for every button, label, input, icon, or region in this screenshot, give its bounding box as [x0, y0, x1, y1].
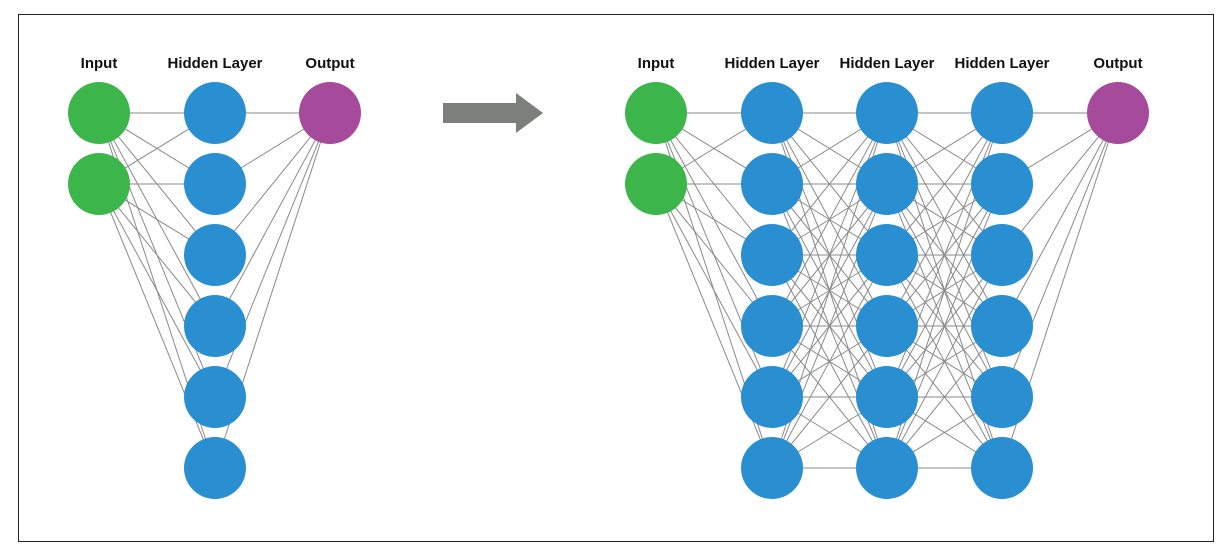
edge-deep-l1-3-0	[771, 112, 888, 327]
hidden-node-deep-l3-3	[971, 295, 1033, 357]
hidden-node-deep-l1-2	[741, 224, 803, 286]
input-node-shallow-l0-1	[68, 153, 130, 215]
hidden-node-deep-l3-0	[971, 82, 1033, 144]
right-arrow-icon	[443, 93, 543, 133]
layer-label-deep-1: Hidden Layer	[724, 55, 819, 72]
layer-label-shallow-0: Input	[81, 55, 118, 72]
diagram-frame	[18, 14, 1214, 542]
hidden-node-deep-l1-1	[741, 153, 803, 215]
nodes-group	[68, 82, 1149, 499]
edge-shallow-l1-3-0	[214, 112, 331, 327]
hidden-node-deep-l1-3	[741, 295, 803, 357]
input-node-shallow-l0-0	[68, 82, 130, 144]
hidden-node-deep-l3-4	[971, 366, 1033, 428]
output-node-shallow-l2-0	[299, 82, 361, 144]
edge-deep-l3-3-0	[1001, 112, 1119, 327]
edge-shallow-l0-1-4	[98, 183, 216, 398]
layer-label-deep-0: Input	[638, 55, 675, 72]
hidden-node-deep-l2-3	[856, 295, 918, 357]
layer-label-shallow-1: Hidden Layer	[167, 55, 262, 72]
edge-deep-l2-3-0	[886, 112, 1003, 327]
hidden-node-shallow-l1-5	[184, 437, 246, 499]
hidden-node-deep-l1-4	[741, 366, 803, 428]
output-node-deep-l4-0	[1087, 82, 1149, 144]
layer-label-deep-4: Output	[1093, 55, 1142, 72]
layer-label-shallow-2: Output	[305, 55, 354, 72]
hidden-node-shallow-l1-4	[184, 366, 246, 428]
edge-deep-l1-5-2	[771, 254, 888, 469]
layer-label-deep-3: Hidden Layer	[954, 55, 1049, 72]
labels-group: Input Hidden Layer Output Input Hidden Layer…	[81, 55, 1143, 72]
edge-deep-l0-1-4	[655, 183, 773, 398]
hidden-node-deep-l1-0	[741, 82, 803, 144]
input-node-deep-l0-0	[625, 82, 687, 144]
hidden-node-shallow-l1-2	[184, 224, 246, 286]
hidden-node-deep-l3-2	[971, 224, 1033, 286]
hidden-node-deep-l2-0	[856, 82, 918, 144]
hidden-node-deep-l2-5	[856, 437, 918, 499]
hidden-node-deep-l2-1	[856, 153, 918, 215]
edges-group	[98, 112, 1119, 469]
edge-deep-l2-5-2	[886, 254, 1003, 469]
hidden-node-deep-l3-5	[971, 437, 1033, 499]
hidden-node-deep-l1-5	[741, 437, 803, 499]
hidden-node-shallow-l1-3	[184, 295, 246, 357]
hidden-node-shallow-l1-1	[184, 153, 246, 215]
layer-label-deep-2: Hidden Layer	[839, 55, 934, 72]
hidden-node-shallow-l1-0	[184, 82, 246, 144]
hidden-node-deep-l3-1	[971, 153, 1033, 215]
hidden-node-deep-l2-2	[856, 224, 918, 286]
hidden-node-deep-l2-4	[856, 366, 918, 428]
input-node-deep-l0-1	[625, 153, 687, 215]
